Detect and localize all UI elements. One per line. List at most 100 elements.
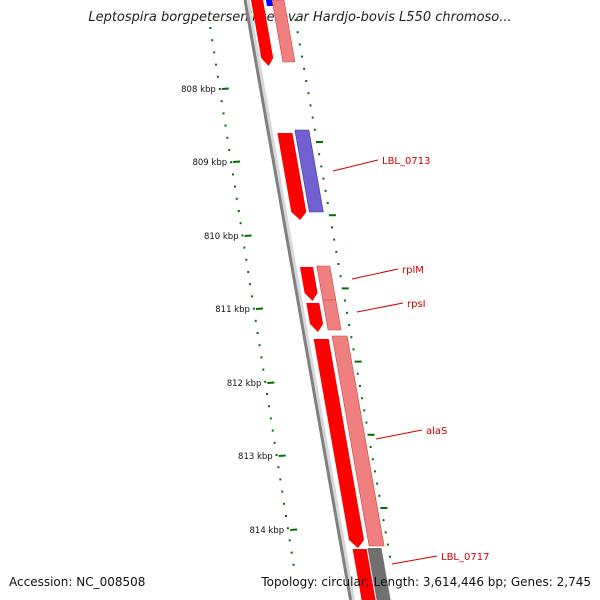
ruler-dot-right <box>365 421 368 424</box>
ruler-dot <box>262 368 265 371</box>
ruler-dot <box>216 75 219 78</box>
gene-lbl0713-purple <box>294 129 324 213</box>
ruler-dot-right <box>358 385 361 387</box>
ruler-dot <box>215 63 218 66</box>
ruler-dot-right <box>346 311 349 314</box>
ruler-dot-right <box>367 433 375 436</box>
gene-rpsI-red <box>306 303 324 332</box>
ruler-dot-right <box>376 482 379 485</box>
ruler-dot <box>224 124 227 127</box>
ruler-dot <box>220 100 223 103</box>
ruler-dot <box>218 88 221 90</box>
ruler-dot <box>228 149 231 151</box>
ruler-dot <box>290 551 293 554</box>
ruler-dot-right <box>335 250 338 253</box>
ruler-dot-right <box>348 324 351 326</box>
ruler-dot-right <box>388 555 391 558</box>
ruler-dot <box>230 161 233 164</box>
gene-top-shadow <box>271 0 296 63</box>
ruler-dot <box>209 27 212 29</box>
ruler-tick-label: 811 kbp <box>215 305 250 315</box>
ruler-dot-right <box>361 397 364 400</box>
ruler-dot <box>239 222 242 225</box>
ruler-tick <box>290 528 298 531</box>
ruler-dot-right <box>313 128 316 131</box>
ruler-dot <box>232 173 235 176</box>
gene-lbl0717-red <box>352 549 376 600</box>
ruler-dot <box>241 234 244 237</box>
ruler-dot-right <box>343 299 346 302</box>
ruler-dot <box>252 307 255 310</box>
gene-label[interactable]: LBL_0713 <box>382 156 430 167</box>
ruler-dot <box>281 490 284 493</box>
gene-label[interactable]: alaS <box>426 426 447 437</box>
ruler-dot <box>226 136 229 139</box>
ruler-tick <box>244 234 252 237</box>
ruler-dot <box>233 185 236 188</box>
ruler-tick-label: 809 kbp <box>192 158 227 168</box>
ruler-dot <box>279 478 282 481</box>
ruler-dot-right <box>331 226 334 229</box>
kbp-ruler: 808 kbp 809 kbp 810 kbp 811 kbp 812 kbp 813 k… <box>181 19 391 566</box>
ruler-tick <box>255 307 263 310</box>
gene-label-leader <box>351 268 399 280</box>
ruler-dot-right <box>337 263 340 265</box>
ruler-tick <box>221 87 229 90</box>
ruler-dot-right <box>384 531 387 534</box>
ruler-dot <box>243 246 246 249</box>
gene-lbl0717-grey <box>367 548 391 600</box>
ruler-dot <box>292 563 295 566</box>
ruler-dot-right <box>311 116 314 119</box>
ruler-dot-right <box>315 141 323 143</box>
ruler-dot <box>267 405 270 408</box>
ruler-dot-right <box>309 104 312 107</box>
ruler-tick-label: 813 kbp <box>238 452 273 462</box>
ruler-dot <box>237 210 240 212</box>
gene-label-leader <box>356 302 404 313</box>
genome-summary: Topology: circular; Length: 3,614,446 bp… <box>261 575 591 589</box>
ruler-dot <box>256 332 259 334</box>
ruler-dot-right <box>386 543 389 546</box>
ruler-dot-right <box>371 458 374 461</box>
ruler-dot-right <box>380 507 388 509</box>
gene-label[interactable]: rplM <box>402 265 424 276</box>
ruler-dot-right <box>296 31 299 34</box>
ruler-dot <box>266 393 269 395</box>
gene-label-leader <box>391 555 438 565</box>
gene-alaS-red <box>313 339 365 548</box>
ruler-dot <box>284 515 287 517</box>
ruler-dot <box>286 527 289 530</box>
gene-features <box>251 0 391 600</box>
ruler-dot <box>258 344 261 347</box>
ruler-tick-label: 812 kbp <box>227 379 262 389</box>
ruler-dot <box>222 112 225 115</box>
ruler-dot-right <box>326 202 329 204</box>
ruler-tick <box>278 454 286 457</box>
gene-label-leader <box>375 429 423 440</box>
gene-label[interactable]: rpsI <box>407 299 426 310</box>
gene-rpsI-shadow <box>322 299 342 331</box>
gene-top-red <box>251 0 274 66</box>
gene-lbl0713-red <box>277 133 307 220</box>
gene-alaS-shadow <box>331 335 385 547</box>
ruler-dot <box>211 39 214 42</box>
ruler-dot-right <box>354 360 362 363</box>
ruler-dot-right <box>305 80 308 82</box>
ruler-dot <box>264 380 267 383</box>
ruler-dot-right <box>300 55 303 58</box>
ruler-tick-label: 814 kbp <box>250 526 285 536</box>
ruler-dot-right <box>322 177 325 180</box>
ruler-dot-right <box>328 214 336 217</box>
ruler-tick <box>267 381 275 384</box>
ruler-dot-right <box>382 519 385 522</box>
ruler-dot <box>277 466 280 469</box>
ruler-dot <box>260 356 263 359</box>
ruler-dot-right <box>373 470 376 473</box>
ruler-dot-right <box>378 494 381 497</box>
backbone-shadow <box>246 0 356 600</box>
ruler-dot-right <box>294 19 297 21</box>
gene-label[interactable]: LBL_0717 <box>441 552 489 563</box>
ruler-tick <box>233 160 241 163</box>
ruler-tick-label: 810 kbp <box>204 232 239 242</box>
